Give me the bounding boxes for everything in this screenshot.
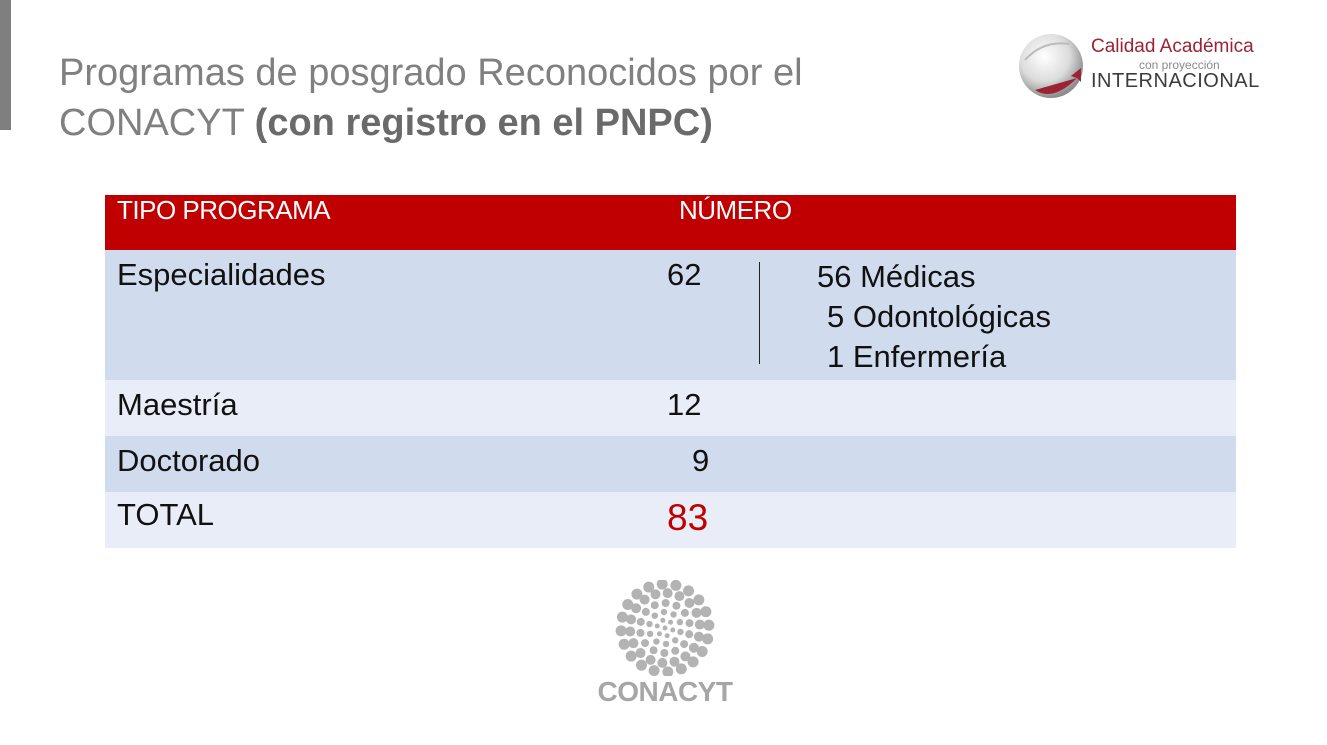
title-line2-plain: CONACYT bbox=[59, 102, 245, 144]
table-row: Doctorado 9 bbox=[105, 436, 1236, 492]
row-label: Especialidades bbox=[117, 257, 326, 292]
total-label: TOTAL bbox=[117, 497, 215, 532]
breakdown-item: 1 Enfermería bbox=[827, 339, 1007, 374]
table-row-total: TOTAL 83 bbox=[105, 492, 1236, 548]
breakdown-item: 5 Odontológicas bbox=[827, 299, 1052, 334]
brand-tagline: INTERNACIONAL bbox=[1091, 70, 1260, 92]
title-line1: Programas de posgrado Reconocidos por el bbox=[59, 52, 803, 94]
conacyt-logo: CONACYT bbox=[585, 578, 745, 710]
left-accent-bar bbox=[0, 0, 11, 130]
total-value: 83 bbox=[667, 497, 709, 538]
specialties-breakdown: 56 Médicas 5 Odontológicas 1 Enfermería bbox=[817, 257, 1051, 377]
row-label: Doctorado bbox=[117, 443, 261, 478]
dot-circle-logo-icon bbox=[615, 578, 715, 678]
row-value: 12 bbox=[667, 387, 702, 422]
row-value: 9 bbox=[692, 443, 710, 478]
programs-table: TIPO PROGRAMA NÚMERO Especialidades 62 5… bbox=[105, 195, 1236, 548]
header-numero: NÚMERO bbox=[667, 195, 1236, 250]
page-title: Programas de posgrado Reconocidos por el… bbox=[59, 48, 959, 148]
table-row: Maestría 12 bbox=[105, 380, 1236, 436]
brand-title: Calidad Académica bbox=[1091, 36, 1254, 57]
title-line2-bold: (con registro en el PNPC) bbox=[254, 102, 713, 144]
table-header-row: TIPO PROGRAMA NÚMERO bbox=[105, 195, 1236, 250]
breakdown-item: 56 Médicas bbox=[817, 259, 976, 294]
brand-subtitle: con proyección bbox=[1139, 58, 1220, 72]
table-row: Especialidades 62 56 Médicas 5 Odontológ… bbox=[105, 250, 1236, 380]
row-label: Maestría bbox=[117, 387, 238, 422]
header-tipo-programa: TIPO PROGRAMA bbox=[105, 195, 667, 250]
conacyt-wordmark: CONACYT bbox=[597, 676, 733, 707]
globe-emblem-icon bbox=[1019, 34, 1083, 98]
row-value: 62 bbox=[667, 257, 702, 292]
brand-logo: Calidad Académica con proyección INTERNA… bbox=[1013, 30, 1283, 105]
value-divider bbox=[759, 262, 760, 364]
